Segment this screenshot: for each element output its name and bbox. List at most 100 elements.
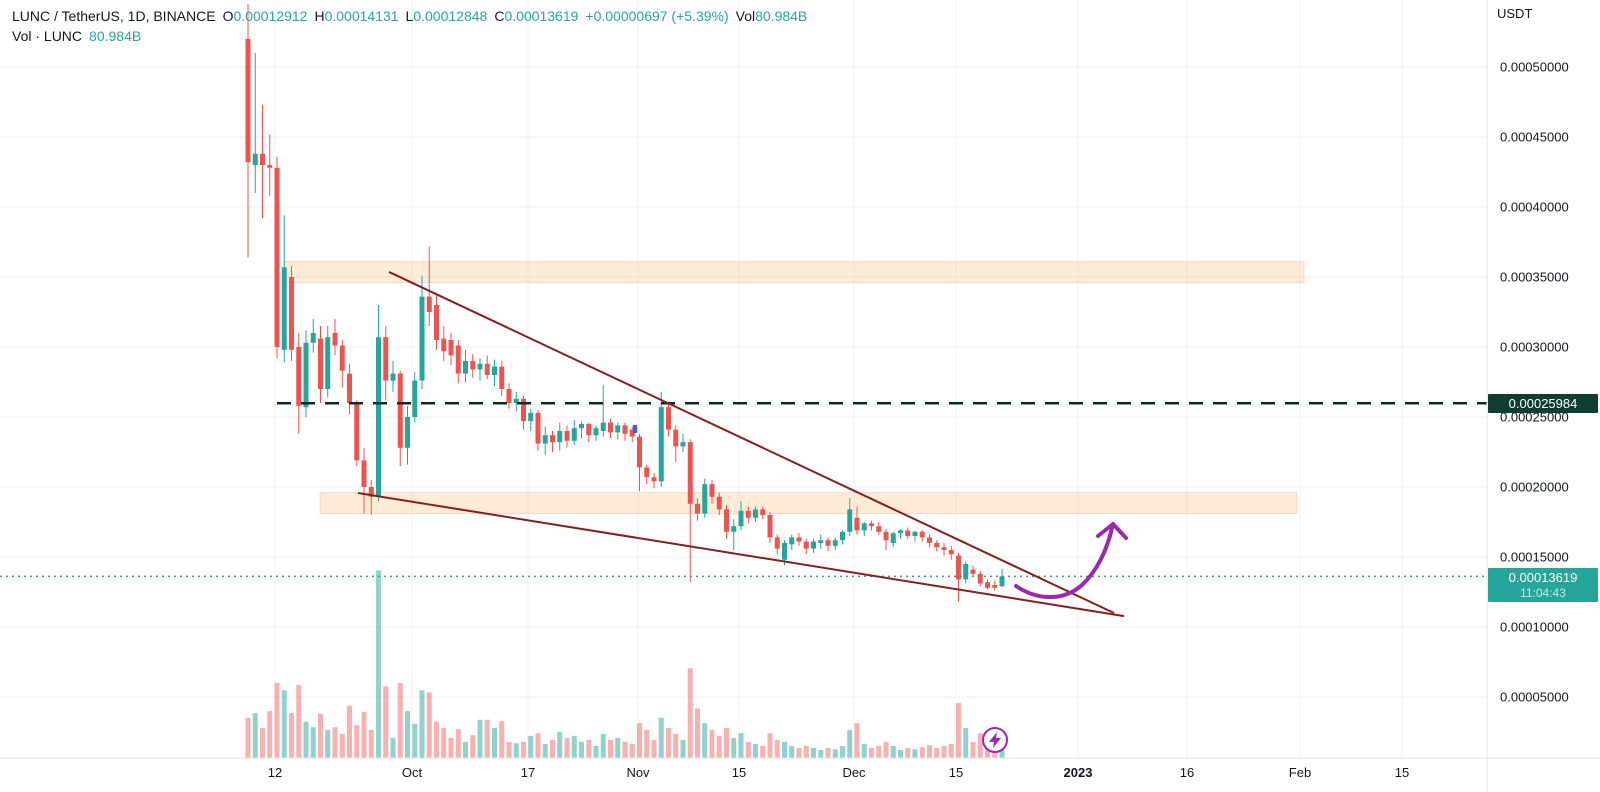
close-label: C [494, 8, 505, 24]
low-value: 0.00012848 [413, 8, 488, 24]
time-axis-label: 12 [267, 765, 283, 780]
candle-body [927, 537, 932, 543]
time-axis-label: 15 [731, 765, 747, 780]
vol-study-label[interactable]: Vol · LUNC [12, 28, 83, 44]
volume-bar [426, 692, 432, 758]
lower-demand-zone[interactable] [319, 492, 1298, 515]
candle-body [883, 531, 889, 541]
volume-bar [260, 727, 265, 758]
candle-body [535, 412, 541, 444]
volume-bar [600, 733, 606, 758]
high-value: 0.00014131 [324, 8, 399, 24]
blue-marker [633, 425, 637, 433]
wedge-upper[interactable] [388, 271, 1115, 614]
change-value: +0.00000697 (+5.39%) [585, 8, 729, 24]
volume-bar [724, 727, 729, 758]
volume-bar [753, 743, 758, 758]
candle-body [673, 429, 679, 447]
volume-bar [658, 717, 664, 758]
volume-bar [796, 747, 802, 758]
volume-bar [934, 747, 940, 758]
price-axis-label: 0.00030000 [1500, 339, 1569, 355]
volume-bar [477, 719, 483, 758]
volume-bar [347, 705, 352, 758]
candle-body [702, 484, 708, 514]
volume-bar [927, 745, 932, 758]
volume-bar [528, 735, 534, 758]
price-axis-label: 0.00025000 [1500, 409, 1569, 425]
volume-bar [455, 729, 461, 758]
lightning-bolt-icon [989, 732, 1001, 748]
volume-bar [745, 741, 751, 758]
candle-body [339, 345, 345, 371]
volume-bar [673, 733, 679, 758]
candle-body [281, 267, 287, 350]
volume-bar [325, 729, 331, 758]
candle-body [600, 422, 606, 431]
volume-bar [274, 682, 280, 758]
volume-bar [999, 747, 1005, 758]
volume-bar [789, 745, 795, 758]
time-axis-label: Oct [401, 765, 423, 780]
candle-body [724, 509, 729, 532]
candle-body [528, 412, 534, 422]
volume-bar [644, 729, 650, 758]
candle-body [825, 540, 831, 546]
candle-body [550, 435, 555, 443]
volume-bar [687, 668, 693, 758]
vol-value: 80.984B [755, 8, 808, 24]
volume-bar [847, 729, 853, 758]
candle-body [557, 431, 563, 443]
candle-body [397, 373, 403, 448]
volume-bar [919, 747, 925, 758]
candle-body [890, 533, 896, 543]
low-label: L [405, 8, 414, 24]
volume-bar [354, 725, 360, 758]
volume-bar [318, 713, 323, 758]
candle-body [774, 537, 780, 549]
volume-bar [441, 727, 447, 758]
candle-body [840, 531, 845, 541]
candle-body [687, 442, 693, 504]
candle-body [992, 585, 998, 588]
volume-bar [296, 684, 302, 758]
candle-body [622, 425, 628, 434]
volume-bar [767, 733, 773, 758]
volume-bar [898, 749, 903, 758]
volume-bar [390, 737, 396, 758]
candle-body [666, 407, 671, 430]
candle-body [564, 431, 570, 441]
price-axis-label: 0.00045000 [1500, 129, 1569, 145]
chart-legend: LUNC / TetherUS, 1D, BINANCE O0.00012912… [12, 6, 807, 46]
volume-bar [956, 703, 961, 758]
candle-body [789, 537, 795, 545]
candle-body [753, 509, 758, 518]
volume-bar [579, 741, 584, 758]
volume-bar [905, 747, 911, 758]
volume-bar [463, 741, 468, 758]
candle-body [876, 526, 882, 532]
breakout-arrow[interactable] [1014, 526, 1114, 600]
bar-countdown: 11:04:43 [1520, 586, 1566, 600]
upper-supply-zone[interactable] [284, 261, 1305, 284]
candle-body [644, 467, 650, 478]
volume-bar [629, 743, 635, 758]
candle-body [441, 338, 447, 352]
candle-body [738, 510, 744, 527]
candle-body [586, 424, 592, 436]
candle-body [680, 442, 686, 447]
time-axis-label: 15 [1394, 765, 1410, 780]
volume-bar [521, 741, 526, 758]
candle-body [470, 361, 476, 370]
candle-body [426, 296, 432, 312]
candle-body [455, 345, 461, 374]
volume-bar [912, 749, 918, 758]
wedge-lower[interactable] [357, 492, 1125, 618]
candle-body [731, 526, 737, 532]
price-axis-label: 0.00035000 [1500, 269, 1569, 285]
candle-body [651, 477, 657, 482]
candle-body [484, 363, 490, 375]
vol-study-value: 80.984B [89, 28, 142, 44]
symbol-title[interactable]: LUNC / TetherUS, 1D, BINANCE [12, 8, 216, 24]
